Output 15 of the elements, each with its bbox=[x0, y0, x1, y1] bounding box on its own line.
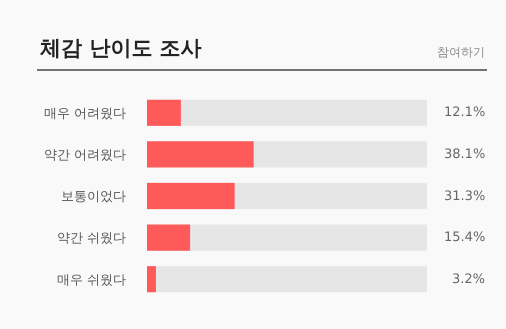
y-tick-label: 매우 쉬웠다 bbox=[56, 272, 126, 288]
chart-title: 체감 난이도 조사 bbox=[39, 36, 202, 60]
data-label: 12.1% bbox=[444, 105, 486, 120]
data-label: 3.2% bbox=[452, 272, 486, 287]
data-label: 15.4% bbox=[444, 230, 486, 245]
bar bbox=[147, 266, 156, 292]
y-tick-label: 매우 어려웠다 bbox=[44, 106, 126, 122]
bar bbox=[147, 100, 181, 126]
data-label: 38.1% bbox=[444, 147, 486, 162]
bar bbox=[147, 224, 190, 251]
y-tick-label: 약간 쉬웠다 bbox=[56, 231, 126, 246]
text: 참여하기 bbox=[437, 45, 485, 59]
y-tick-label: 약간 어려웠다 bbox=[44, 148, 126, 163]
y-tick-label: 보통이었다 bbox=[61, 190, 126, 205]
data-label: 31.3% bbox=[444, 189, 486, 204]
